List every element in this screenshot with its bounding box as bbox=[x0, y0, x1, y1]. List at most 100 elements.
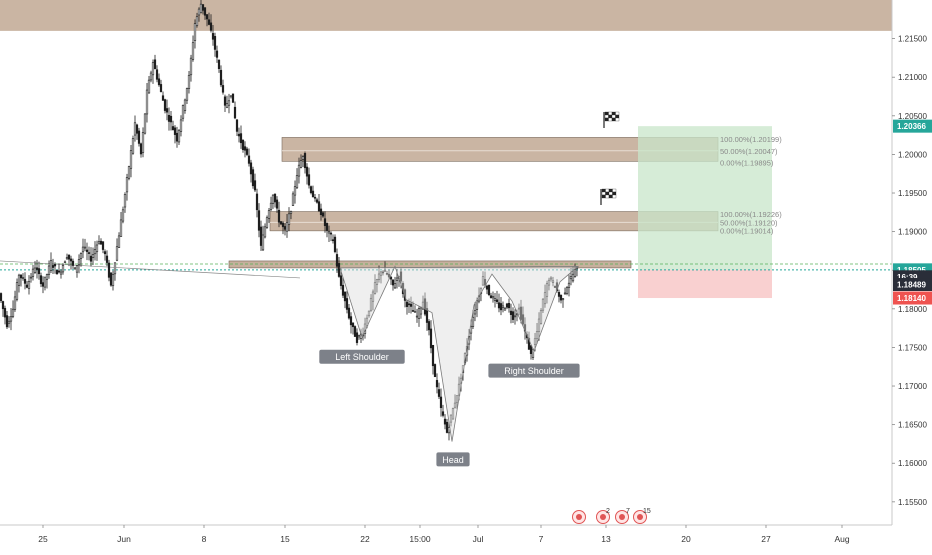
candle-body bbox=[509, 310, 513, 315]
flag-square bbox=[601, 188, 606, 193]
candle-body bbox=[325, 223, 329, 231]
candle-body bbox=[449, 414, 453, 423]
x-tick-label: 25 bbox=[38, 534, 48, 544]
candle-body bbox=[367, 310, 371, 317]
candle-body bbox=[425, 308, 429, 323]
candle-body bbox=[1, 301, 5, 310]
candle-body bbox=[243, 146, 247, 151]
candle-body bbox=[165, 108, 169, 113]
candle-body bbox=[127, 166, 131, 179]
candle-body bbox=[571, 273, 575, 282]
candle-body bbox=[543, 292, 547, 305]
candle-body bbox=[351, 322, 355, 328]
candle-body bbox=[39, 275, 43, 285]
candle-body bbox=[151, 62, 155, 76]
y-tick-label: 1.21000 bbox=[898, 73, 927, 82]
candle-body bbox=[217, 59, 221, 69]
candle-body bbox=[419, 307, 423, 315]
flag-square bbox=[615, 111, 620, 116]
candle-body bbox=[355, 332, 359, 343]
profit-area[interactable] bbox=[638, 126, 772, 270]
event-count: 7 bbox=[626, 508, 630, 515]
flag-square bbox=[604, 111, 609, 116]
event-icon[interactable] bbox=[572, 510, 586, 524]
candle-body bbox=[349, 316, 353, 326]
candle-body bbox=[123, 194, 127, 208]
candle-body bbox=[67, 254, 71, 260]
candle-body bbox=[437, 389, 441, 397]
candle-body bbox=[229, 95, 233, 98]
candle-body bbox=[195, 16, 199, 26]
y-tick-label: 1.19000 bbox=[898, 228, 927, 237]
candle-body bbox=[285, 222, 289, 232]
flag-square bbox=[608, 188, 613, 193]
candle-body bbox=[293, 186, 297, 196]
candle-body bbox=[303, 153, 307, 169]
candle-body bbox=[115, 246, 119, 261]
label-left-shoulder-box bbox=[319, 349, 405, 364]
candle-body bbox=[201, 4, 205, 11]
candle-body bbox=[17, 274, 21, 286]
candle-body bbox=[213, 36, 217, 50]
candle-body bbox=[207, 19, 211, 25]
candle-body bbox=[311, 190, 315, 198]
target-flag-lower bbox=[600, 188, 617, 205]
event-icon[interactable] bbox=[596, 510, 610, 524]
candle-body bbox=[149, 72, 153, 81]
x-tick-label: 8 bbox=[202, 534, 207, 544]
candle-body bbox=[443, 418, 447, 425]
candle-body bbox=[557, 292, 561, 297]
candle-body bbox=[511, 311, 515, 320]
candle-body bbox=[133, 122, 137, 136]
event-icon-dot bbox=[619, 514, 625, 520]
candle-body bbox=[447, 427, 451, 434]
candle-body bbox=[483, 279, 487, 286]
candle-body bbox=[353, 326, 357, 337]
time-axis[interactable]: 25 Jun 8 15 22 15:00 Jul 7 13 20 27 Aug bbox=[0, 524, 932, 550]
candle-body bbox=[273, 193, 277, 203]
candle-body bbox=[87, 252, 91, 254]
candle-body bbox=[373, 282, 377, 294]
candle-body bbox=[269, 202, 273, 210]
candle-body bbox=[193, 23, 197, 41]
price-candles bbox=[0, 0, 579, 441]
fib-label: 100.00%(1.19226) bbox=[720, 210, 782, 219]
candle-body bbox=[137, 130, 141, 144]
candle-body bbox=[259, 226, 263, 246]
candle-body bbox=[417, 308, 421, 319]
candle-body bbox=[287, 213, 291, 225]
flag-square bbox=[605, 188, 610, 193]
candle-body bbox=[159, 84, 163, 92]
candle-body bbox=[95, 244, 99, 253]
events-layer[interactable]: 2 7 15 bbox=[572, 508, 651, 524]
label-head: Head bbox=[442, 455, 464, 465]
candle-body bbox=[103, 251, 107, 255]
loss-area[interactable] bbox=[638, 269, 772, 299]
candle-body bbox=[179, 119, 183, 132]
candle-body bbox=[263, 226, 267, 238]
event-icon[interactable] bbox=[633, 510, 647, 524]
candle-body bbox=[529, 345, 533, 354]
candle-body bbox=[537, 318, 541, 332]
candle-body bbox=[161, 95, 165, 101]
flag-square bbox=[608, 194, 613, 199]
candle-body bbox=[91, 254, 95, 258]
candle-body bbox=[41, 282, 45, 287]
candle-body bbox=[289, 211, 293, 214]
candle-body bbox=[203, 7, 207, 16]
candle-body bbox=[485, 285, 489, 290]
candle-body bbox=[327, 231, 331, 234]
candle-body bbox=[219, 69, 223, 86]
fib-label: 0.00%(1.19014) bbox=[720, 227, 774, 236]
candle-body bbox=[237, 133, 241, 137]
fib-labels-layer: 100.00%(1.20199) 50.00%(1.20047) 0.00%(1.1… bbox=[720, 135, 782, 235]
candle-body bbox=[455, 395, 459, 404]
candle-body bbox=[527, 337, 531, 350]
y-tick-label: 1.15500 bbox=[898, 498, 927, 507]
candle-body bbox=[47, 265, 51, 275]
event-icon[interactable] bbox=[615, 510, 629, 524]
y-tick-label: 1.21500 bbox=[898, 35, 927, 44]
candle-body bbox=[435, 380, 439, 388]
